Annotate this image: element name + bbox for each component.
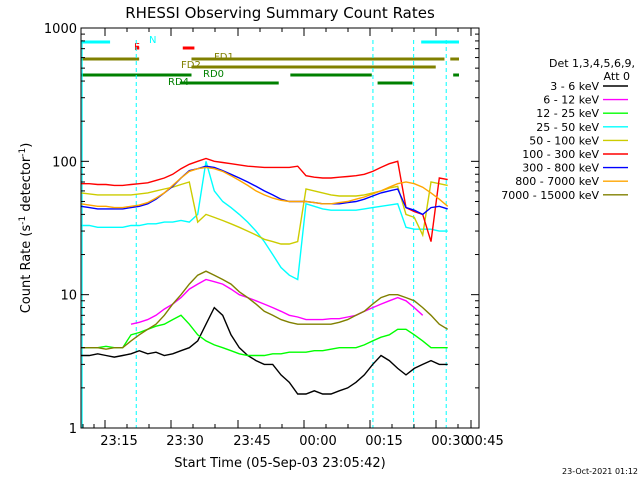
y-tick-label: 1 (69, 422, 77, 437)
y-axis-ticks: 1 10 100 1000 (44, 22, 479, 437)
x-tick-label: 00:45 (466, 434, 503, 449)
series-lines (80, 157, 449, 395)
legend-entry-3-6-kev: 3 - 6 keV (550, 80, 599, 93)
series-line-12-25-kev (81, 314, 448, 357)
flag-label-rd4: RD4 (168, 77, 189, 88)
flag-bar-n (421, 40, 459, 44)
flag-bar-rd4 (377, 81, 413, 85)
timestamp: 23-Oct-2021 01:12 (562, 467, 638, 476)
series-line-3-6-kev (81, 306, 448, 395)
legend-entry-6-12-kev: 6 - 12 keV (543, 94, 599, 107)
flag-bar-fd1 (191, 57, 445, 61)
flag-bar-f (182, 46, 195, 50)
x-tick-label: 23:15 (100, 434, 137, 449)
x-tick-label: 23:30 (166, 434, 203, 449)
legend-header-line-1: Det 1,3,4,5,6,9, (549, 57, 635, 70)
legend-entry-12-25-kev: 12 - 25 keV (536, 107, 599, 120)
y-tick-label: 100 (52, 155, 77, 170)
y-tick-label: 1000 (44, 22, 77, 37)
legend-entry-25-50-kev: 25 - 50 keV (536, 121, 599, 134)
y-tick-label: 10 (60, 289, 77, 304)
x-tick-label: 00:00 (299, 434, 336, 449)
flag-bar-rd0 (290, 73, 372, 77)
flag-label-fd2: FD2 (181, 60, 201, 71)
series-line-6-12-kev (130, 278, 424, 325)
legend-entry-300-800-kev: 300 - 800 keV (522, 162, 599, 175)
flag-bar-rd0 (453, 73, 459, 77)
flag-bar-fd1 (450, 57, 459, 61)
x-tick-label: 00:15 (365, 434, 402, 449)
legend-header-line-2: Att 0 (604, 70, 630, 83)
series-line-7000-15000-kev (81, 270, 449, 350)
flag-bar-f (136, 46, 140, 50)
flag-label-n: N (149, 35, 156, 46)
flag-bar-fd1 (81, 57, 140, 61)
series-line-300-800-kev (80, 165, 448, 216)
flag-bar-rd4 (179, 81, 279, 85)
series-line-100-300-kev (81, 157, 448, 242)
series-line-800-7000-kev (80, 166, 449, 209)
flag-bar-fd2 (191, 65, 436, 69)
x-tick-label: 00:30 (431, 434, 468, 449)
chart-title: RHESSI Observing Summary Count Rates (125, 4, 435, 22)
x-axis-label: Start Time (05-Sep-03 23:05:42) (174, 456, 385, 471)
series-line-25-50-kev (81, 161, 448, 281)
flag-label-f: F (134, 42, 140, 53)
legend-entry-50-100-kev: 50 - 100 keV (529, 134, 599, 147)
legend-entry-7000-15000-kev: 7000 - 15000 keV (501, 189, 599, 202)
flag-label-fd1: FD1 (214, 52, 234, 63)
legend-entry-100-300-kev: 100 - 300 keV (522, 148, 599, 161)
x-tick-label: 23:45 (233, 434, 270, 449)
y-axis-label: Count Rate (s-1 detector-1) (18, 143, 34, 314)
flag-bar-n (81, 40, 111, 44)
flag-label-rd0: RD0 (203, 69, 224, 80)
plot-frame (80, 27, 480, 429)
legend-entry-800-7000-kev: 800 - 7000 keV (515, 175, 599, 188)
